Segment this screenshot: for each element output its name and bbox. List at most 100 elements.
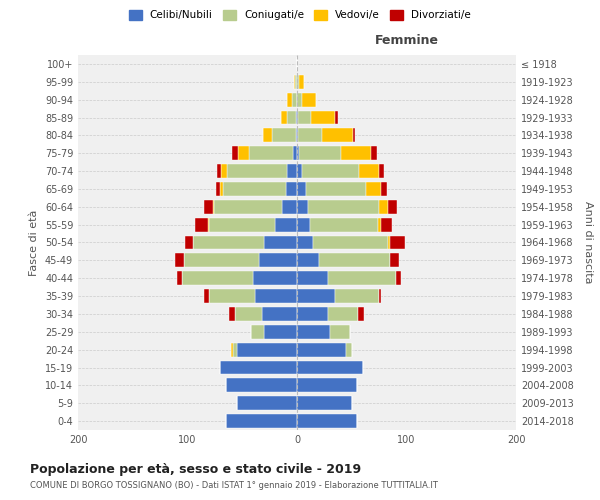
Bar: [297, 396, 352, 410]
Bar: [335, 289, 379, 303]
Bar: [184, 254, 259, 268]
Bar: [185, 236, 193, 250]
Bar: [302, 92, 316, 106]
Bar: [182, 271, 253, 285]
Bar: [346, 342, 352, 356]
Bar: [287, 110, 296, 124]
Bar: [259, 254, 297, 268]
Bar: [176, 271, 182, 285]
Bar: [294, 75, 295, 89]
Bar: [212, 200, 214, 214]
Bar: [359, 164, 379, 178]
Bar: [275, 218, 297, 232]
Bar: [330, 325, 350, 339]
Bar: [378, 218, 382, 232]
Bar: [287, 164, 297, 178]
Bar: [395, 271, 401, 285]
Bar: [226, 414, 297, 428]
Bar: [388, 236, 390, 250]
Bar: [297, 307, 328, 321]
Bar: [216, 182, 220, 196]
Bar: [296, 110, 297, 124]
Bar: [299, 75, 304, 89]
Bar: [249, 146, 293, 160]
Bar: [226, 378, 297, 392]
Bar: [366, 182, 382, 196]
Bar: [237, 342, 297, 356]
Bar: [264, 325, 297, 339]
Bar: [328, 271, 395, 285]
Bar: [256, 289, 297, 303]
Bar: [227, 164, 287, 178]
Bar: [322, 128, 353, 142]
Bar: [297, 360, 362, 374]
Bar: [297, 218, 310, 232]
Bar: [390, 254, 399, 268]
Bar: [175, 254, 184, 268]
Bar: [310, 218, 378, 232]
Bar: [299, 146, 341, 160]
Bar: [297, 146, 299, 160]
Bar: [390, 236, 406, 250]
Bar: [306, 182, 366, 196]
Bar: [217, 164, 221, 178]
Bar: [341, 146, 371, 160]
Bar: [382, 218, 392, 232]
Bar: [193, 236, 264, 250]
Bar: [302, 164, 359, 178]
Bar: [262, 307, 297, 321]
Text: Femmine: Femmine: [374, 34, 439, 48]
Bar: [232, 342, 233, 356]
Bar: [214, 200, 281, 214]
Bar: [297, 378, 357, 392]
Bar: [296, 128, 297, 142]
Bar: [238, 146, 249, 160]
Bar: [297, 289, 335, 303]
Bar: [371, 146, 377, 160]
Bar: [298, 128, 322, 142]
Bar: [379, 289, 382, 303]
Bar: [298, 110, 311, 124]
Bar: [297, 200, 308, 214]
Bar: [297, 128, 298, 142]
Bar: [353, 128, 355, 142]
Bar: [281, 200, 297, 214]
Bar: [308, 200, 379, 214]
Bar: [263, 128, 272, 142]
Bar: [232, 146, 238, 160]
Bar: [379, 164, 383, 178]
Bar: [293, 146, 297, 160]
Bar: [297, 414, 357, 428]
Bar: [281, 110, 287, 124]
Legend: Celibi/Nubili, Coniugati/e, Vedovi/e, Divorziati/e: Celibi/Nubili, Coniugati/e, Vedovi/e, Di…: [129, 10, 471, 20]
Bar: [209, 289, 256, 303]
Bar: [358, 307, 364, 321]
Bar: [297, 254, 319, 268]
Bar: [204, 200, 212, 214]
Bar: [311, 110, 335, 124]
Bar: [297, 182, 306, 196]
Bar: [195, 218, 208, 232]
Bar: [382, 182, 387, 196]
Bar: [297, 271, 328, 285]
Bar: [209, 218, 275, 232]
Bar: [220, 182, 223, 196]
Bar: [335, 110, 338, 124]
Bar: [220, 360, 297, 374]
Bar: [297, 342, 346, 356]
Bar: [204, 289, 209, 303]
Bar: [297, 236, 313, 250]
Bar: [208, 218, 209, 232]
Bar: [286, 182, 297, 196]
Bar: [253, 271, 297, 285]
Text: Popolazione per età, sesso e stato civile - 2019: Popolazione per età, sesso e stato civil…: [30, 462, 361, 475]
Bar: [388, 200, 397, 214]
Bar: [237, 396, 297, 410]
Bar: [313, 236, 388, 250]
Bar: [297, 325, 330, 339]
Bar: [328, 307, 358, 321]
Bar: [235, 307, 262, 321]
Bar: [221, 164, 227, 178]
Bar: [264, 236, 297, 250]
Bar: [297, 164, 302, 178]
